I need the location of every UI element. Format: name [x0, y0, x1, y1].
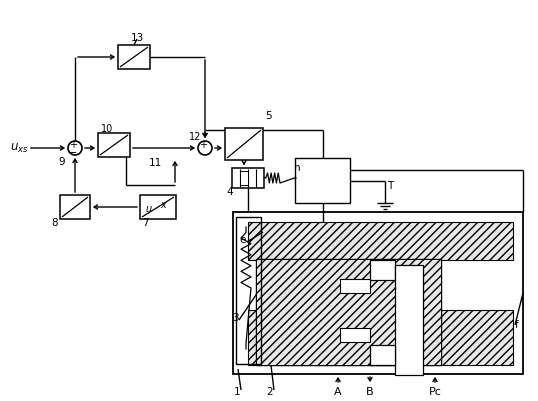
Text: +: +	[69, 140, 77, 150]
Text: 1: 1	[233, 387, 240, 397]
Bar	[233, 212, 523, 374]
Bar	[340, 328, 370, 342]
Circle shape	[198, 141, 212, 155]
Text: 11: 11	[148, 158, 161, 168]
Bar	[118, 45, 150, 69]
Bar	[395, 265, 423, 375]
Text: −: −	[68, 148, 77, 158]
Bar	[240, 171, 248, 185]
Text: 10: 10	[101, 124, 113, 134]
Circle shape	[68, 141, 82, 155]
Bar	[340, 279, 370, 293]
Text: 2: 2	[267, 387, 273, 397]
Bar	[140, 195, 176, 219]
Bar	[225, 128, 263, 160]
Text: 13: 13	[130, 33, 144, 43]
Bar	[295, 158, 350, 203]
Bar	[248, 310, 513, 365]
Bar	[256, 310, 441, 365]
Text: +: +	[199, 140, 207, 150]
Bar	[256, 259, 441, 365]
Text: B: B	[366, 387, 374, 397]
Text: $x$: $x$	[160, 200, 168, 210]
Bar	[248, 222, 513, 260]
Bar	[60, 195, 90, 219]
Bar	[236, 217, 261, 364]
Bar	[232, 168, 264, 188]
Text: Pc: Pc	[429, 387, 442, 397]
Text: 8: 8	[52, 218, 58, 228]
Bar	[370, 345, 395, 365]
Text: 9: 9	[59, 157, 65, 167]
Text: T: T	[387, 181, 393, 191]
Text: 4: 4	[226, 187, 233, 197]
Text: e: e	[240, 235, 246, 245]
Bar	[98, 133, 130, 157]
Text: $u_{xs}$: $u_{xs}$	[10, 142, 29, 154]
Bar	[370, 260, 395, 280]
Text: 12: 12	[189, 132, 201, 142]
Text: 3: 3	[232, 313, 238, 323]
Text: $u$: $u$	[145, 204, 153, 214]
Text: h: h	[294, 163, 300, 173]
Text: A: A	[334, 387, 342, 397]
Text: 5: 5	[265, 111, 271, 121]
Text: f: f	[515, 320, 519, 330]
Text: 7: 7	[141, 218, 148, 228]
Bar	[256, 259, 441, 311]
